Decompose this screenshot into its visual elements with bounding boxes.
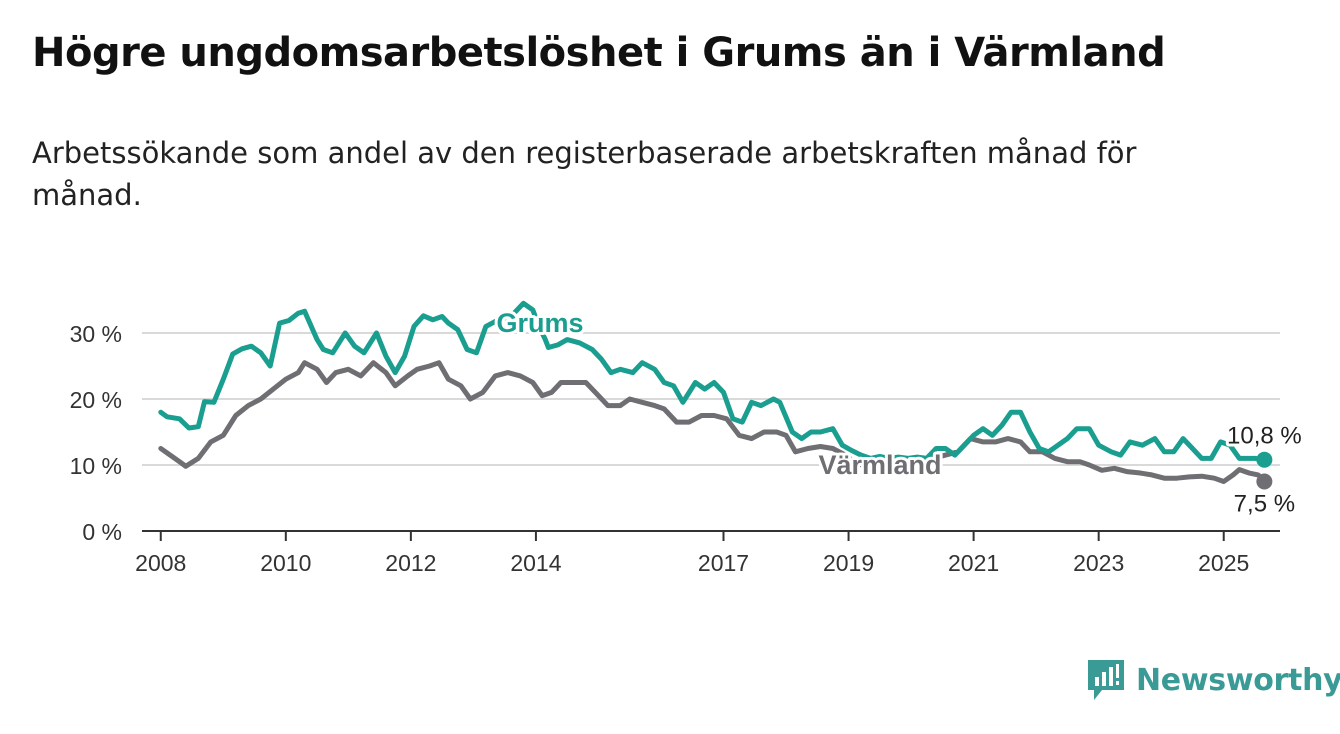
axes: 0 % 10 % 20 % 30 % 2008 2010 2012 2014 2017 2019 2… bbox=[70, 321, 1280, 576]
brand-name: Newsworthy bbox=[1136, 662, 1340, 698]
grid-lines bbox=[142, 332, 1280, 466]
x-tick-label: 2012 bbox=[385, 550, 436, 576]
chart-title: Högre ungdomsarbetslöshet i Grums än i V… bbox=[32, 30, 1166, 76]
series-lines bbox=[158, 300, 1273, 490]
series-end-marker bbox=[1256, 473, 1273, 490]
x-tick-label: 2008 bbox=[135, 550, 186, 576]
x-tick-label: 2014 bbox=[510, 550, 561, 576]
series-end-marker bbox=[1256, 451, 1273, 468]
x-tick-label: 2025 bbox=[1198, 550, 1249, 576]
data-label-end-value: 10,8 % bbox=[1227, 423, 1302, 450]
y-tick-label: 10 % bbox=[70, 453, 122, 479]
x-tick-label: 2010 bbox=[260, 550, 311, 576]
brand-logo: Newsworthy bbox=[1088, 660, 1340, 700]
chart-subtitle: Arbetssökande som andel av den registerb… bbox=[32, 136, 1137, 212]
y-tick-label: 30 % bbox=[70, 321, 122, 347]
x-tick-label: 2023 bbox=[1073, 550, 1124, 576]
x-tick-label: 2017 bbox=[698, 550, 749, 576]
series-name-label: Värmland bbox=[818, 450, 941, 480]
series-labels: Grums Värmland 10,8 % 7,5 % bbox=[493, 305, 1304, 521]
data-label-end-value: 7,5 % bbox=[1234, 491, 1295, 518]
series-line-grums bbox=[158, 300, 1267, 463]
newsworthy-icon bbox=[1088, 660, 1124, 700]
series-line-varmland bbox=[158, 360, 1267, 484]
x-tick-label: 2019 bbox=[823, 550, 874, 576]
series-name-label: Grums bbox=[496, 308, 583, 338]
y-tick-label: 0 % bbox=[82, 519, 122, 545]
x-tick-label: 2021 bbox=[948, 550, 999, 576]
y-tick-label: 20 % bbox=[70, 387, 122, 413]
